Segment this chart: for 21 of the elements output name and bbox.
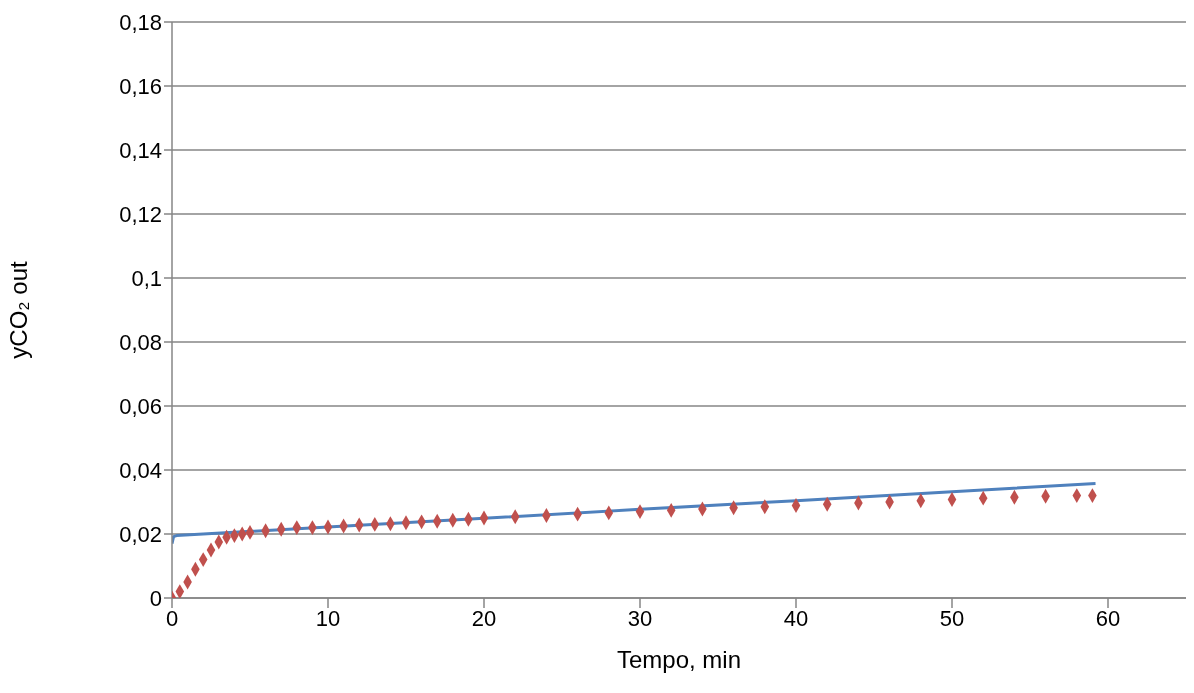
y-tick-label: 0,16 <box>119 73 162 99</box>
y-tick-label: 0,08 <box>119 329 162 355</box>
y-tick-label: 0 <box>149 585 162 611</box>
x-tick-label: 30 <box>627 605 653 631</box>
y-tick-label: 0,18 <box>119 9 162 35</box>
line-series <box>172 481 1098 546</box>
x-tick-label: 40 <box>783 605 809 631</box>
x-tick-label: 0 <box>165 605 179 631</box>
point <box>175 584 185 598</box>
x-tick-label: 60 <box>1095 605 1121 631</box>
y-tick-label: 0,04 <box>119 457 162 483</box>
y-tick-label: 0,12 <box>119 201 162 227</box>
y-tick-label: 0,06 <box>119 393 162 419</box>
x-axis-title: Tempo, min <box>616 646 742 673</box>
x-tick-label: 50 <box>939 605 965 631</box>
y-tick-label: 0,02 <box>119 521 162 547</box>
x-tick-label: 10 <box>315 605 341 631</box>
y-axis-title: yCO₂ out <box>4 261 32 359</box>
x-tick-label: 20 <box>471 605 497 631</box>
y-tick-label: 0,1 <box>131 265 162 291</box>
y-tick-label: 0,14 <box>119 137 162 163</box>
